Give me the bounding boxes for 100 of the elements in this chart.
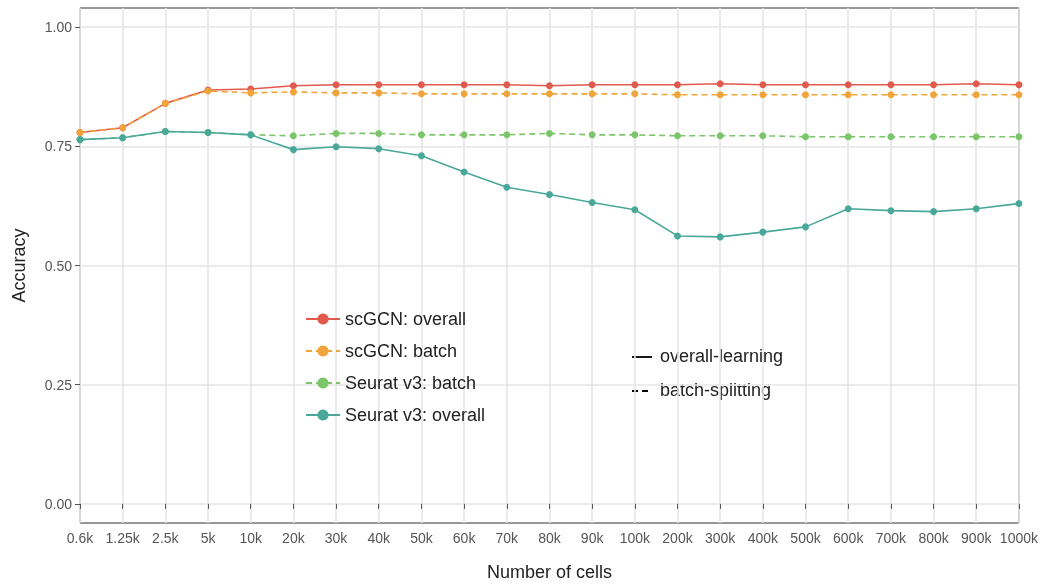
point	[844, 91, 852, 99]
y-tick-label: 0.75	[44, 138, 73, 155]
point	[588, 131, 596, 139]
point	[759, 81, 767, 89]
legend-label: Seurat v3: overall	[345, 405, 486, 425]
x-axis-title: Number of cells	[486, 562, 612, 582]
point	[289, 88, 297, 96]
point	[375, 129, 383, 137]
x-tick-label: 100k	[619, 530, 651, 546]
point	[674, 232, 681, 240]
point	[1015, 81, 1023, 89]
point	[972, 80, 980, 88]
x-tick-label: 400k	[747, 530, 780, 546]
x-tick-label: 20k	[282, 530, 306, 546]
point	[759, 91, 767, 99]
point	[417, 81, 425, 89]
point	[930, 133, 938, 141]
point	[631, 206, 639, 214]
point	[674, 91, 681, 99]
x-tick-label: 300k	[705, 530, 737, 546]
point	[887, 133, 895, 141]
point	[887, 207, 895, 215]
point	[759, 228, 767, 236]
point	[716, 132, 724, 140]
point	[289, 132, 297, 140]
point	[930, 81, 938, 89]
y-tick-label: 0.00	[44, 495, 73, 512]
annotation: batch-splitting	[660, 380, 772, 400]
point	[802, 91, 810, 99]
legend-label: Seurat v3: batch	[345, 373, 477, 393]
point	[460, 131, 468, 139]
point	[631, 81, 639, 89]
x-tick-label: 900k	[961, 530, 993, 546]
point	[930, 91, 938, 99]
legend-label: scGCN: batch	[345, 341, 458, 361]
x-tick-label: 700k	[875, 530, 908, 546]
x-tick-label: 200k	[662, 530, 694, 546]
x-tick-label: 1.25k	[105, 530, 141, 546]
point	[844, 81, 852, 89]
point	[802, 223, 810, 231]
x-tick-label: 50k	[410, 530, 434, 546]
point	[460, 90, 468, 98]
point	[887, 81, 895, 89]
point	[417, 152, 425, 160]
point	[332, 81, 340, 89]
point	[503, 81, 511, 89]
point	[844, 133, 852, 141]
point	[1015, 200, 1023, 208]
x-tick-label: 0.6k	[66, 530, 95, 546]
point	[887, 91, 895, 99]
point	[503, 90, 511, 98]
point	[588, 199, 596, 207]
y-tick-label: 0.25	[44, 376, 73, 393]
point	[289, 146, 297, 154]
point	[972, 205, 980, 213]
point	[930, 208, 938, 216]
x-tick-label: 5k	[200, 530, 217, 546]
point	[332, 89, 340, 97]
point	[716, 91, 724, 99]
point	[1015, 91, 1023, 99]
x-tick-label: 40k	[367, 530, 392, 546]
x-tick-label: 80k	[538, 530, 562, 546]
point	[332, 143, 340, 151]
point	[716, 233, 724, 241]
x-tick-label: 1000k	[999, 530, 1039, 546]
point	[289, 82, 297, 90]
point	[375, 81, 383, 89]
y-tick-label: 1.00	[44, 19, 73, 36]
point	[332, 129, 340, 137]
point	[460, 81, 468, 89]
point	[631, 131, 639, 139]
annotation: overall-learning	[660, 346, 784, 366]
x-tick-label: 10k	[239, 530, 263, 546]
x-tick-label: 800k	[918, 530, 950, 546]
point	[802, 81, 810, 89]
point	[545, 190, 553, 198]
x-tick-label: 70k	[495, 530, 520, 546]
point	[588, 90, 596, 98]
point	[631, 90, 639, 98]
point	[417, 90, 425, 98]
point	[417, 131, 425, 139]
point	[1015, 133, 1023, 141]
point	[674, 132, 681, 140]
point	[759, 132, 767, 140]
legend-label: scGCN: overall	[345, 309, 467, 329]
point	[503, 131, 511, 139]
point	[545, 82, 553, 90]
y-tick-label: 0.50	[44, 257, 73, 274]
point	[972, 91, 980, 99]
x-tick-label: 90k	[580, 530, 605, 546]
point	[545, 129, 553, 137]
x-tick-label: 60k	[452, 530, 477, 546]
x-tick-label: 2.5k	[152, 530, 180, 546]
x-tick-label: 30k	[324, 530, 349, 546]
point	[972, 133, 980, 141]
point	[247, 89, 255, 97]
point	[375, 89, 383, 97]
point	[716, 80, 724, 88]
point	[674, 81, 681, 89]
point	[588, 81, 596, 89]
